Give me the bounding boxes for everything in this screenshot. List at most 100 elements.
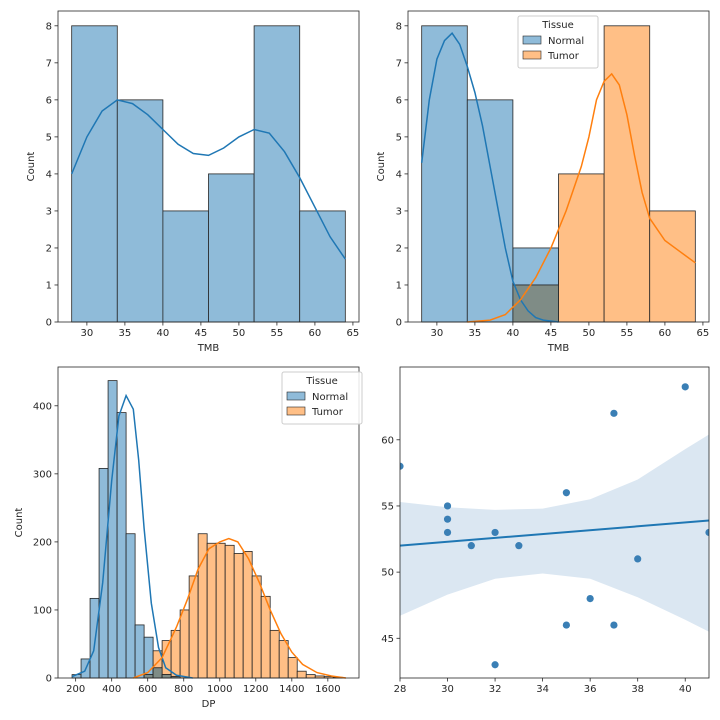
x-tick-label: 400 [102,684,121,695]
y-tick-label: 6 [46,95,52,106]
x-tick-label: 1600 [315,684,340,695]
histogram-bar-normal [89,597,100,679]
legend-title: Tissue [541,20,574,31]
scatter-point [443,502,452,510]
histogram-bar-tumor [269,629,280,679]
x-tick-label: 30 [441,684,454,695]
scatter-point [443,515,452,523]
scatter-point [610,409,618,417]
y-tick-label: 7 [396,58,402,69]
kde-line [71,99,346,260]
scatter-point [562,489,570,497]
histogram-bar-overlap [152,667,163,679]
y-tick-label: 7 [46,58,52,69]
y-tick-label: 0 [396,318,402,329]
scatter-point [467,542,475,550]
y-axis-label: Count [14,508,25,538]
y-tick-label: 400 [33,401,52,412]
legend-swatch-tumor [286,406,306,416]
histogram-bar-tumor [215,542,226,679]
legend-swatch-tumor [522,50,542,60]
histogram-bar-tumor [251,575,262,679]
x-tick-label: 600 [138,684,157,695]
y-tick-label: 8 [46,21,52,32]
histogram-bar-tumor [558,173,605,323]
scatter-point [634,555,642,563]
histogram-bar [162,210,209,323]
histogram-bar [71,25,118,323]
kde-line-normal [420,32,559,323]
y-tick-label: 5 [396,132,402,143]
y-tick-label: 8 [396,21,402,32]
y-tick-label: 100 [33,605,52,616]
histogram-bar-tumor [206,542,217,679]
y-tick-label: 45 [381,634,394,645]
x-tick-label: 1400 [279,684,304,695]
y-tick-label: 2 [46,243,52,254]
legend-entry-tumor: Tumor [547,51,580,62]
histogram-bar-tumor [170,629,181,679]
legend-swatch-normal [522,35,542,45]
histogram-bar-normal [107,380,118,679]
histogram-bar-tumor [278,640,289,679]
x-tick-label: 40 [507,328,520,339]
y-tick-label: 300 [33,469,52,480]
y-tick-label: 60 [381,435,394,446]
histogram-bar-overlap [161,674,172,679]
y-tick-label: 6 [396,95,402,106]
kde-line-normal [71,393,193,679]
histogram-bar-tumor [305,674,316,679]
histogram-bar-tumor [233,553,244,679]
x-tick-label: 40 [157,328,170,339]
y-tick-label: 2 [396,243,402,254]
kde-line-tumor [467,72,696,323]
y-tick-label: 3 [46,206,52,217]
x-axis-label: DP [202,699,216,710]
scatter-point [705,528,709,537]
histogram-bar-tumor [603,25,651,323]
legend-title: Tissue [305,376,338,387]
panel-scatter-regression: 28 30 32 34 36 38 40 45 50 55 60 [381,366,710,695]
x-tick-label: 32 [489,684,502,695]
x-tick-label: 1200 [243,684,268,695]
scatter-point [491,661,499,669]
histogram-bar-tumor [296,670,307,679]
x-tick-label: 65 [347,328,360,339]
histogram-bar [116,99,164,323]
y-tick-label: 200 [33,537,52,548]
scatter-point [491,528,499,537]
x-tick-label: 30 [431,328,444,339]
x-tick-label: 38 [631,684,644,695]
x-tick-label: 28 [394,684,407,695]
x-axis-label: TMB [197,343,220,354]
histogram-bar-normal [421,25,468,323]
histogram-bar-tumor [224,544,235,679]
x-tick-label: 30 [81,328,94,339]
scatter-point [515,542,523,550]
axes-frame [57,366,360,679]
legend-entry-normal: Normal [548,36,584,47]
y-axis-label: Count [376,152,387,182]
y-tick-label: 0 [46,674,52,685]
x-tick-label: 60 [309,328,322,339]
histogram-bar-normal [116,412,127,679]
x-tick-label: 34 [536,684,549,695]
y-tick-label: 1 [46,280,52,291]
histogram-bar [299,210,346,323]
histogram-bar-normal [134,624,145,679]
y-tick-label: 5 [46,132,52,143]
y-tick-label: 4 [396,169,402,180]
panel-tmb-by-tissue: 30 35 40 45 50 55 60 65012345678TMBCountTissueN… [376,10,710,354]
histogram-bar-tumor [242,551,253,679]
histogram-bar [208,173,255,323]
x-axis-label: TMB [547,343,570,354]
scatter-point [610,621,618,629]
histogram-bar [253,25,301,323]
y-tick-label: 4 [46,169,52,180]
x-tick-label: 50 [583,328,596,339]
scatter-point [562,621,570,629]
panel-dp-by-tissue: 200 400 600 800 1000 1200 1400 1600 0 100 200 300 40… [14,366,363,710]
axes-frame [407,10,710,323]
x-tick-label: 40 [679,684,692,695]
